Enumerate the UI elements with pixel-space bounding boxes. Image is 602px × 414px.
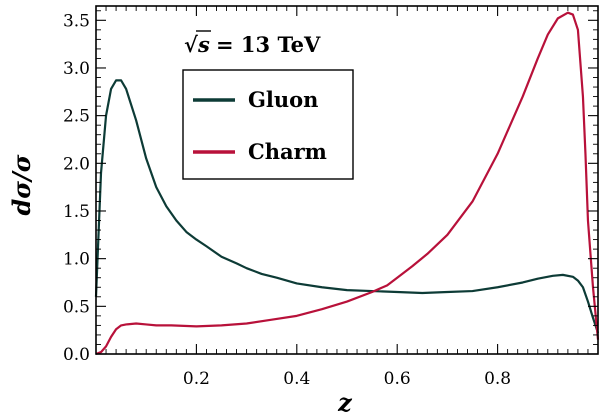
x-axis-label: z [337,388,353,414]
sqrt-symbol: √ [184,32,198,57]
energy-value: = 13 TeV [216,32,321,57]
series-layer [94,11,600,356]
legend-label-charm: Charm [248,139,327,164]
plot-frame [95,5,599,355]
y-tick-label: 1.5 [63,202,90,222]
y-tick-label: 1.0 [63,250,90,270]
y-tick-label: 2.5 [63,107,90,127]
legend-label-gluon: Gluon [248,87,318,112]
series-line-gluon [94,79,600,334]
legend: Gluon Charm [182,69,354,180]
y-axis-label: dσ/σ [7,154,36,215]
x-tick-label: 0.4 [283,369,310,389]
y-tick-label: 2.0 [63,154,90,174]
y-tick-label: 3.5 [63,11,90,31]
legend-box [182,69,354,180]
x-tick-label: 0.2 [183,369,210,389]
series-line-charm [95,11,600,356]
ticks-layer: 0.2 0.4 0.6 0.8 0.0 0.5 1.0 1.5 2.0 2.5 3.0 3.5 [63,6,598,389]
y-tick-label: 0.0 [63,345,90,365]
y-tick-label: 0.5 [63,297,90,317]
energy-annotation: √ s = 13 TeV [184,30,321,57]
x-tick-label: 0.8 [484,369,511,389]
sqrt-argument: s [197,32,210,57]
y-tick-label: 3.0 [63,59,90,79]
x-tick-label: 0.6 [384,369,411,389]
